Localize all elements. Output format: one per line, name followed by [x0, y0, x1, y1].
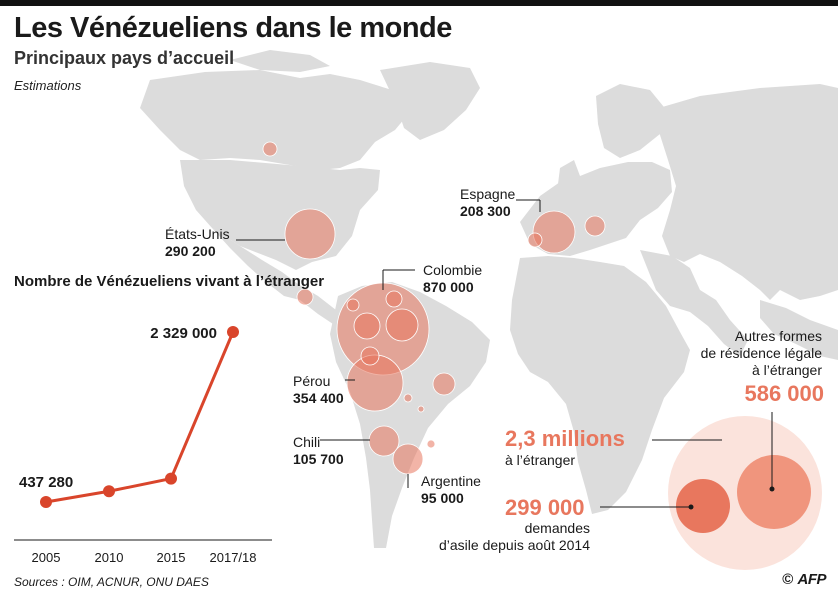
data-point-3	[227, 326, 239, 338]
data-point-2	[165, 472, 177, 485]
land-scandinavia	[596, 84, 668, 158]
x-tick-label-3: 2017/18	[210, 550, 257, 565]
afp-logo: © AFP	[782, 571, 826, 588]
copyright-symbol: ©	[782, 571, 794, 588]
total-value: 2,3 millions	[505, 426, 625, 451]
bubble-caribbean	[385, 290, 403, 308]
land-arctic-islands	[230, 50, 330, 72]
land-south-east-asia	[760, 300, 838, 360]
land-uk	[558, 160, 580, 190]
bubble-peru-north	[360, 346, 380, 366]
land-greenland	[380, 62, 480, 140]
land-masses	[140, 50, 838, 548]
x-tick-label-1: 2010	[95, 550, 124, 565]
bubble-portugal	[527, 232, 543, 248]
land-north-america-arctic	[140, 70, 410, 170]
data-point-1	[103, 485, 115, 498]
data-label-3: 2 329 000	[150, 325, 217, 342]
other-value: 586 000	[744, 381, 824, 406]
page-title: Les Vénézueliens dans le monde	[14, 12, 452, 44]
page-subtitle: Principaux pays d’accueil	[14, 48, 235, 68]
bubble-italy	[584, 215, 606, 237]
data-point-0	[40, 496, 52, 508]
label-chile: Chili 105 700	[293, 434, 344, 467]
bubble-usa	[284, 208, 336, 260]
land-middle-east-india	[640, 250, 748, 356]
x-tick-label-2: 2015	[157, 550, 186, 565]
asylum-label-2: d’asile depuis août 2014	[438, 537, 590, 553]
other-label-2: de résidence légale	[700, 345, 822, 361]
map-leader-lines	[236, 199, 541, 488]
map-bubbles	[262, 141, 606, 475]
bubble-canada	[262, 141, 278, 157]
bubble-uruguay	[426, 439, 436, 449]
land-asia	[652, 84, 838, 300]
label-peru: Pérou 354 400	[293, 373, 344, 406]
asylum-value: 299 000	[505, 495, 585, 520]
other-label-1: Autres formes	[734, 328, 822, 344]
bubble-bolivia	[403, 393, 413, 403]
asylum-bubble	[676, 479, 730, 533]
chart-title: Nombre de Vénézueliens vivant à l’étrang…	[14, 273, 325, 290]
sources: Sources : OIM, ACNUR, ONU DAES	[14, 575, 209, 589]
land-mexico	[212, 228, 346, 326]
label-usa: États-Unis 290 200	[165, 226, 230, 259]
total-label: à l’étranger	[505, 452, 576, 468]
x-tick-label-0: 2005	[32, 550, 61, 565]
bubble-panama	[346, 298, 360, 312]
breakdown-bubbles	[600, 412, 822, 570]
bubble-brazil	[432, 372, 456, 396]
land-africa	[510, 256, 690, 514]
data-label-0: 437 280	[19, 474, 73, 491]
bubble-paraguay	[417, 405, 425, 413]
label-argentina: Argentine 95 000	[421, 473, 481, 506]
afp-logo-text: AFP	[797, 571, 827, 588]
other-bubble	[737, 455, 811, 529]
label-spain: Espagne 208 300	[460, 186, 516, 219]
asylum-label-1: demandes	[524, 520, 590, 536]
label-colombia: Colombie 870 000	[423, 262, 483, 295]
bubble-spain	[532, 210, 576, 254]
bubble-ecuador	[353, 312, 381, 340]
top-bar	[0, 0, 838, 6]
bubble-venezuela-region	[385, 308, 419, 342]
bubble-mexico	[296, 288, 314, 306]
estimation-note: Estimations	[14, 78, 82, 93]
other-label-3: à l’étranger	[751, 362, 822, 378]
series-line	[45, 331, 235, 504]
bubble-chile	[368, 425, 400, 457]
